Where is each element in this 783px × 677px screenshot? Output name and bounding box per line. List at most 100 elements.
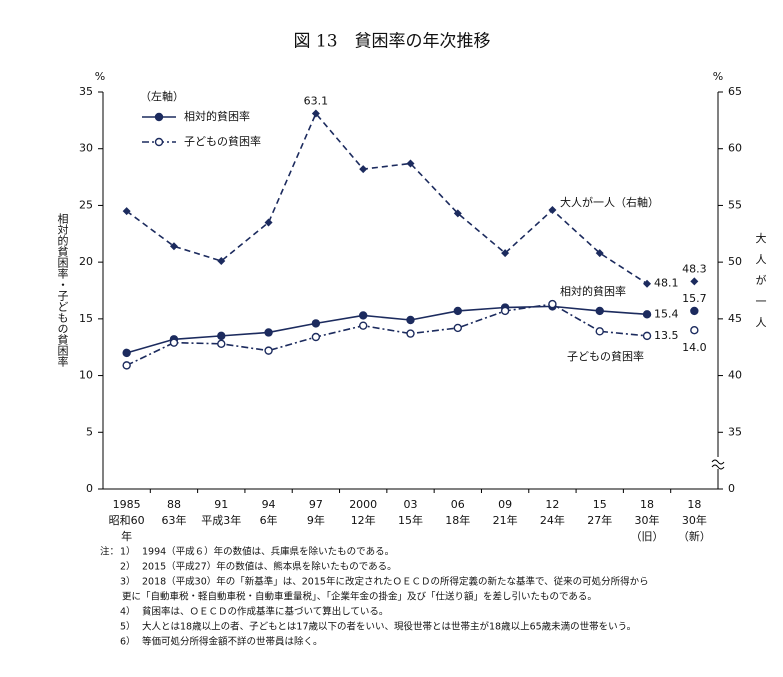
x-tick-label: 平成3年 (201, 513, 241, 527)
y-axis-label: 相対的貧困率・子どもの貧困率 (56, 213, 69, 368)
x-tick-label: （旧） (631, 530, 664, 543)
point (500, 306, 510, 316)
data-label: 48.3 (682, 262, 707, 275)
point (548, 205, 557, 214)
note-text: 2015（平成27）年の数値は、熊本県を除いたものである。 (142, 561, 397, 573)
series-line (126, 112, 648, 285)
point (264, 346, 273, 355)
point (122, 348, 131, 358)
point (406, 315, 415, 325)
x-tick-label: （新） (678, 529, 711, 543)
series-annotation: 大人が一人（右軸） (560, 195, 659, 209)
point (595, 306, 604, 316)
data-label: 63.1 (304, 95, 329, 108)
note-number: 4） (120, 606, 136, 618)
point (122, 361, 131, 370)
axis-break (711, 457, 725, 470)
point (311, 319, 321, 328)
x-tick-label: 18 (640, 498, 654, 511)
x-tick-label: 91 (214, 498, 228, 511)
legend-marker (154, 137, 164, 147)
x-tick-label: 88 (167, 498, 181, 511)
point (311, 332, 321, 342)
x-tick-label: 昭和60 (109, 514, 145, 527)
note-text: 2018（平成30）年の「新基準」は、2015年に改定されたＯＥＣＤの所得定義の… (142, 576, 649, 588)
y-tick-label: 10 (79, 369, 93, 382)
x-tick-label: 63年 (161, 513, 186, 527)
series-line (126, 303, 648, 367)
y2-tick-label: 55 (728, 198, 742, 211)
note-number: 5） (120, 621, 136, 633)
point (453, 323, 463, 333)
y-tick-label: 0 (86, 482, 93, 495)
x-tick-label: 1985 (113, 498, 141, 511)
series-annotation: 子どもの貧困率 (567, 349, 644, 363)
x-tick-label: 12 (545, 498, 559, 511)
note-number: 1） (120, 546, 136, 558)
y-tick-label: 25 (79, 198, 93, 211)
x-tick-label: 09 (498, 498, 512, 511)
point (643, 279, 652, 288)
point (169, 338, 179, 347)
point (217, 257, 226, 266)
point (264, 218, 273, 227)
point (406, 159, 415, 168)
x-tick-label: 18年 (445, 513, 470, 527)
x-tick-label: 12年 (351, 513, 376, 527)
point (501, 249, 510, 258)
point (217, 339, 226, 349)
point (358, 321, 368, 330)
y2-tick-label: 40 (728, 369, 742, 382)
x-tick-label: 18 (687, 498, 701, 511)
y2-tick-label: 65 (728, 85, 742, 98)
y2-axis-label: 大人が一人 (754, 231, 767, 337)
point (453, 209, 462, 218)
data-label: 15.4 (654, 307, 679, 320)
x-tick-label: 9年 (307, 513, 325, 527)
y-unit: % (95, 70, 105, 83)
point (595, 249, 604, 258)
note-text: 等価可処分所得金額不詳の世帯員は除く。 (142, 636, 323, 648)
point (169, 242, 178, 251)
note-text: 大人とは18歳以上の者、子どもとは17歳以下の者をいい、現役世帯とは世帯主が18… (142, 621, 636, 633)
note-number: 2） (120, 561, 136, 573)
point (642, 310, 652, 319)
point (311, 109, 320, 118)
point (690, 326, 699, 335)
point (642, 331, 652, 341)
note-text: 更に「自動車税・軽自動車税・自動車重量税」、「企業年金の掛金」及び「仕送り額」を… (122, 591, 597, 603)
note-text: 貧困率は、ＯＥＣＤの作成基準に基づいて算出している。 (142, 606, 388, 618)
y-tick-label: 20 (79, 255, 93, 268)
series-line (126, 305, 648, 354)
legend-label: 子どもの貧困率 (184, 134, 261, 148)
y-tick-label: 5 (86, 425, 93, 438)
x-tick-label: 24年 (540, 513, 565, 527)
data-label: 48.1 (654, 277, 679, 290)
legend-title: （左軸） (140, 89, 184, 103)
point (122, 207, 131, 216)
note-number: 3） (120, 576, 136, 588)
series-annotation: 相対的貧困率 (560, 284, 626, 298)
legend-marker (154, 112, 164, 122)
note-number: 6） (120, 636, 136, 648)
notes-prefix: 注： (100, 546, 119, 558)
chart-title: 図 13 貧困率の年次推移 (293, 32, 490, 52)
y-tick-label: 35 (79, 85, 93, 98)
point (595, 327, 604, 336)
point (453, 306, 463, 316)
y2-tick-label: 35 (728, 425, 742, 438)
y2-tick-label: 0 (728, 482, 735, 495)
point (264, 328, 273, 337)
y-tick-label: 15 (79, 312, 93, 325)
point (548, 299, 557, 309)
point (690, 306, 699, 316)
y-tick-label: 30 (79, 142, 93, 155)
data-label: 13.5 (654, 329, 679, 342)
x-tick-label: 30年 (682, 513, 707, 527)
x-tick-label: 30年 (635, 513, 660, 527)
y2-tick-label: 50 (728, 255, 742, 268)
y2-tick-label: 60 (728, 142, 742, 155)
x-tick-label: 94 (262, 498, 276, 511)
x-tick-label: 03 (404, 498, 418, 511)
